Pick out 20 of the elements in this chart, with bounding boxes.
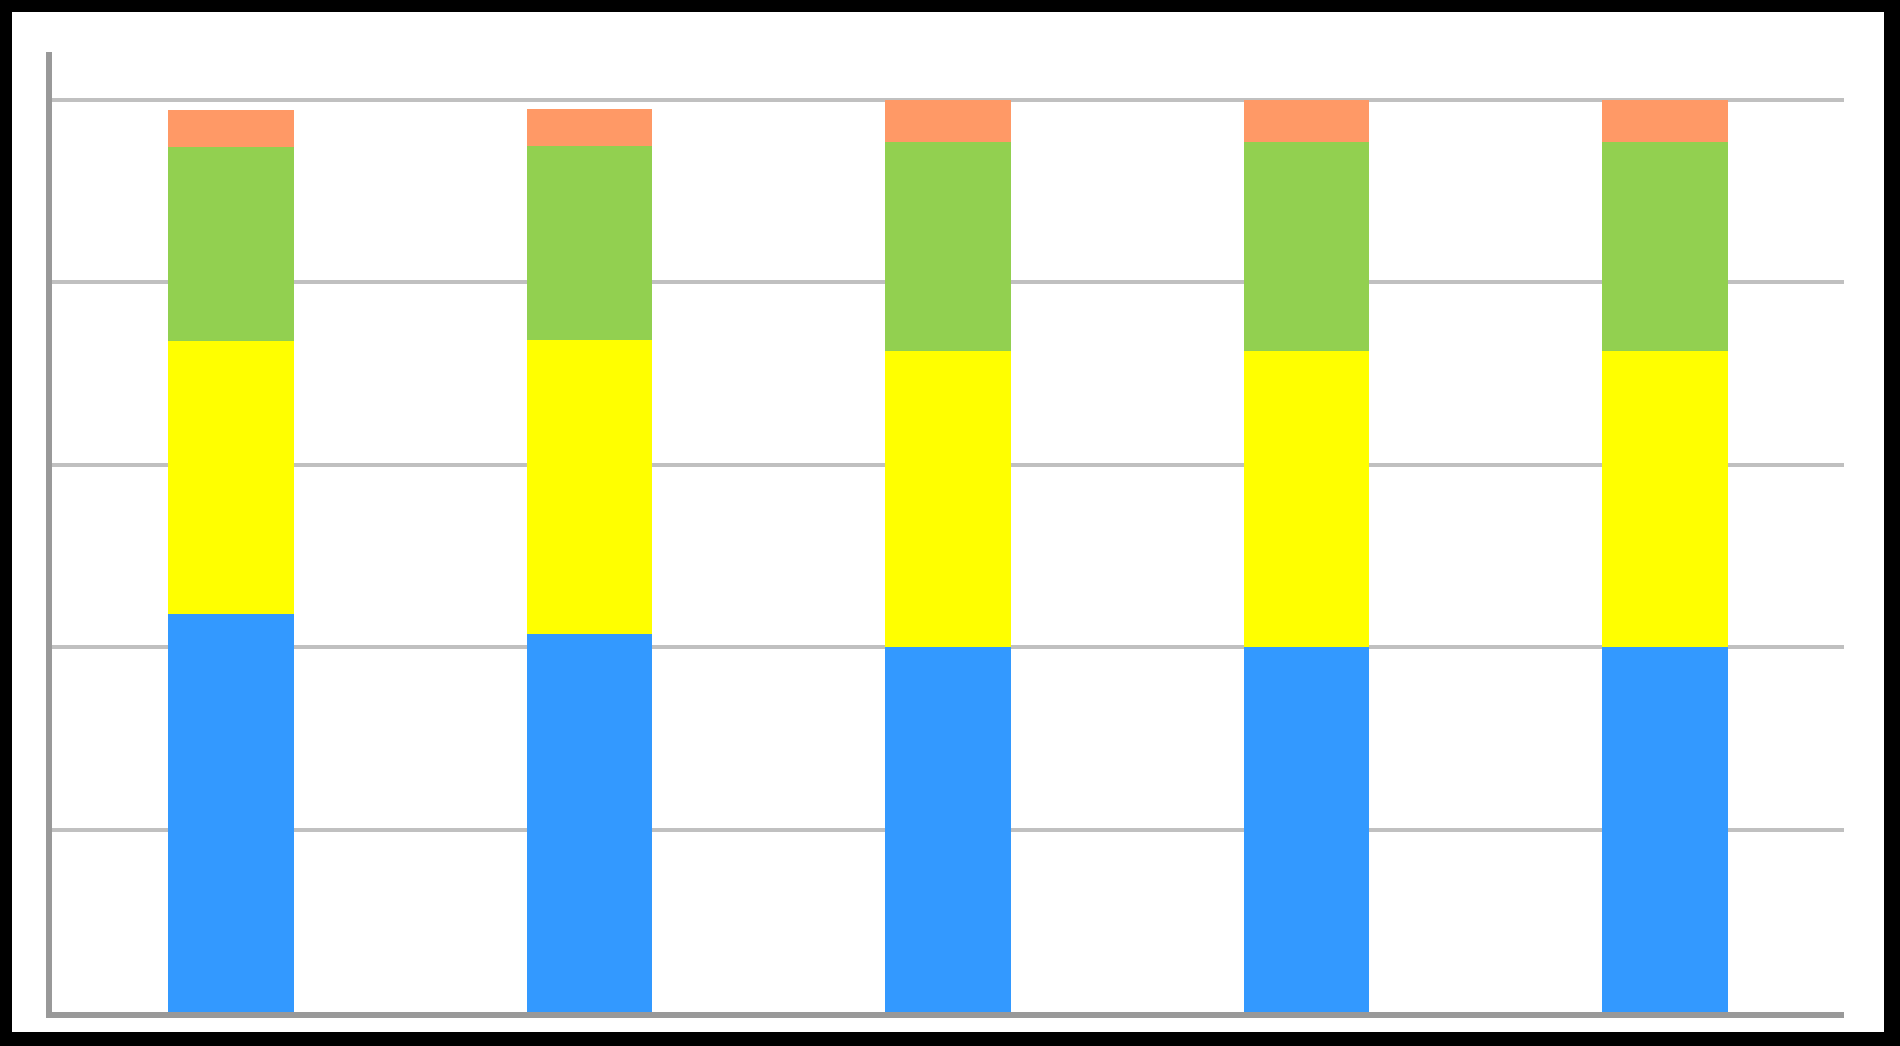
bar <box>885 647 1011 1012</box>
bar <box>1243 647 1370 1012</box>
bar <box>526 633 653 1012</box>
bar <box>1243 350 1370 648</box>
bar <box>526 145 653 340</box>
bar <box>526 339 653 634</box>
bar <box>168 614 294 1012</box>
bar <box>1243 100 1370 142</box>
bar <box>1602 141 1728 351</box>
bar <box>526 109 653 146</box>
bar <box>168 110 294 147</box>
bar <box>885 350 1011 648</box>
bar <box>885 141 1011 351</box>
bar <box>168 340 294 615</box>
bar <box>168 146 294 341</box>
bar <box>1602 100 1728 142</box>
bar <box>1602 647 1728 1012</box>
bar <box>885 100 1011 142</box>
bar <box>1243 141 1370 351</box>
bar <box>1602 350 1728 648</box>
